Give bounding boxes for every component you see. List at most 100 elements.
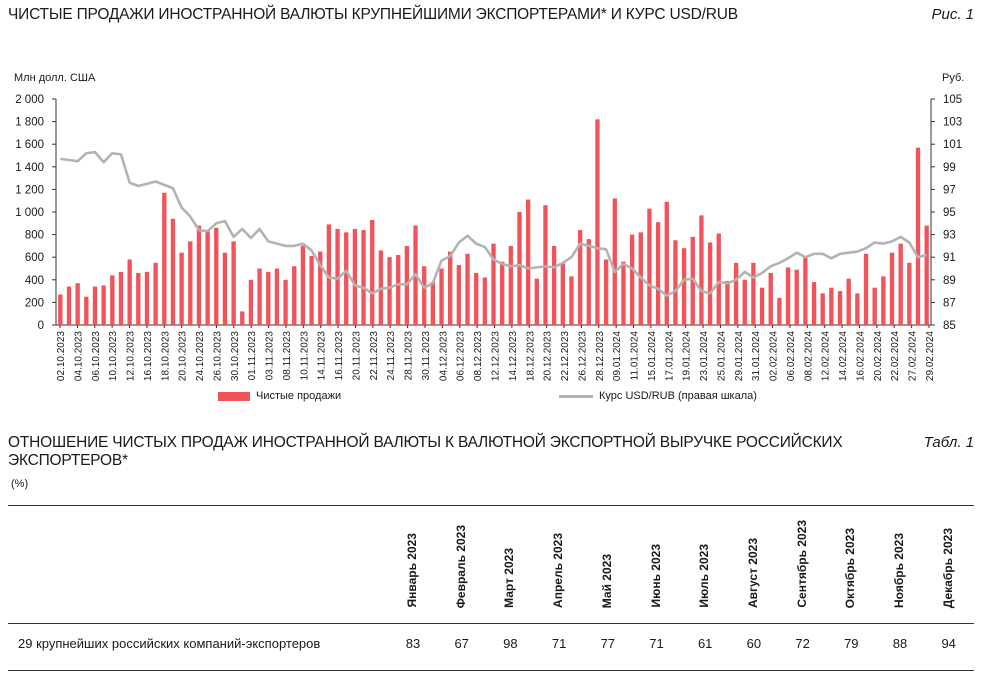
bar: [101, 285, 106, 325]
left-axis-unit: Млн долл. США: [14, 72, 96, 84]
x-tick-label: 24.11.2023: [386, 331, 397, 381]
bar: [898, 243, 903, 325]
table-top-rule: [8, 505, 974, 506]
bar: [162, 192, 167, 325]
figure-title: ЧИСТЫЕ ПРОДАЖИ ИНОСТРАННОЙ ВАЛЮТЫ КРУПНЕ…: [8, 6, 738, 23]
y-tick-label: 1 400: [15, 162, 44, 174]
bar: [586, 239, 591, 325]
x-tick-label: 06.12.2023: [456, 331, 467, 381]
y-tick-label: 400: [25, 275, 44, 287]
bar: [84, 296, 89, 325]
y-tick-label: 600: [25, 252, 44, 264]
y2-tick-label: 93: [943, 230, 956, 242]
x-tick-label: 01.11.2023: [247, 331, 258, 381]
bar: [889, 252, 895, 325]
x-tick-label: 11.01.2024: [630, 331, 641, 381]
legend-bar-swatch: [218, 391, 250, 401]
table-cell: 71: [649, 636, 664, 651]
x-tick-label: 14.02.2024: [838, 331, 849, 381]
bar: [664, 201, 669, 325]
y2-tick-label: 103: [943, 117, 962, 129]
y2-tick-label: 87: [943, 297, 956, 309]
bar: [707, 242, 713, 325]
x-tick-label: 16.11.2023: [334, 331, 345, 381]
bar: [110, 275, 115, 325]
bar: [733, 262, 739, 325]
y-tick-label: 200: [25, 297, 44, 309]
bar: [300, 245, 306, 325]
bar: [785, 267, 791, 325]
bar: [344, 232, 349, 325]
y2-tick-label: 85: [943, 320, 956, 332]
y-tick-label: 1 000: [15, 207, 44, 219]
table-cell: 60: [746, 636, 762, 651]
bar: [603, 259, 609, 325]
table-cell: 67: [454, 636, 469, 651]
bar: [283, 279, 288, 325]
bar: [517, 212, 522, 325]
y2-tick-label: 95: [943, 207, 956, 219]
x-tick-label: 08.12.2023: [473, 331, 484, 381]
x-tick-label: 19.01.2024: [682, 331, 693, 381]
table-column-header: Июль 2023: [697, 544, 712, 608]
bar: [482, 277, 488, 325]
bar: [759, 287, 765, 325]
bar: [794, 269, 799, 325]
x-tick-label: 09.01.2024: [612, 331, 623, 381]
bar: [681, 248, 687, 325]
table-row-label: 29 крупнейших российских компаний-экспор…: [18, 636, 321, 651]
x-tick-label: 04.10.2023: [73, 331, 84, 381]
table-column-header: Ноябрь 2023: [892, 533, 906, 608]
figure-label: Рис. 1: [931, 6, 974, 23]
x-tick-label: 20.10.2023: [178, 331, 189, 381]
legend-line-swatch: [559, 394, 593, 398]
x-tick-label: 16.02.2024: [855, 331, 866, 381]
bar: [569, 276, 574, 325]
x-tick-label: 23.01.2024: [699, 331, 710, 381]
bar: [396, 254, 401, 325]
x-tick-label: 26.12.2023: [577, 331, 588, 381]
bar: [855, 293, 860, 325]
table-column-header: Апрель 2023: [551, 533, 566, 608]
x-tick-label: 29.02.2024: [925, 331, 936, 381]
table-unit: (%): [11, 478, 29, 490]
bar: [448, 251, 453, 325]
y-tick-label: 2 000: [15, 94, 44, 106]
bar: [456, 265, 462, 325]
bar: [292, 266, 297, 325]
bar: [491, 243, 496, 325]
bar: [647, 208, 652, 325]
bar: [863, 253, 869, 325]
bar: [318, 251, 323, 325]
y2-tick-label: 91: [943, 252, 956, 264]
bar: [629, 234, 635, 325]
x-tick-label: 14.11.2023: [317, 331, 328, 381]
bar: [560, 262, 565, 325]
y-tick-label: 800: [25, 230, 44, 242]
combo-chart: 0 200 400 600 800 1 000 1 200 1 400 1 600 1 800 2 …: [15, 94, 962, 381]
bar: [803, 257, 808, 325]
table-cell: 79: [844, 636, 859, 651]
bar: [422, 266, 427, 325]
bar: [370, 219, 375, 325]
x-tick-label: 18.10.2023: [160, 331, 171, 381]
y-tick-label: 1 200: [15, 184, 44, 196]
x-tick-label: 03.11.2023: [265, 331, 276, 381]
bar: [777, 297, 782, 325]
x-tick-label: 06.02.2024: [786, 331, 797, 381]
legend-bars-label: Чистые продажи: [256, 390, 342, 402]
x-tick-label: 20.11.2023: [351, 331, 362, 381]
bar: [811, 282, 817, 325]
bar: [915, 147, 921, 325]
bar: [387, 257, 392, 325]
bar: [75, 283, 80, 325]
x-tick-label: 06.10.2023: [91, 331, 102, 381]
table-cell: 98: [503, 636, 518, 651]
bar: [352, 228, 358, 325]
y2-tick-label: 89: [943, 275, 956, 287]
y2-tick-label: 101: [943, 139, 962, 151]
table-cell: 72: [795, 636, 810, 651]
legend-line: Курс USD/RUB (правая шкала): [559, 390, 757, 402]
table-title: ОТНОШЕНИЕ ЧИСТЫХ ПРОДАЖ ИНОСТРАННОЙ ВАЛЮ…: [8, 434, 843, 469]
table-label: Табл. 1: [923, 434, 974, 451]
